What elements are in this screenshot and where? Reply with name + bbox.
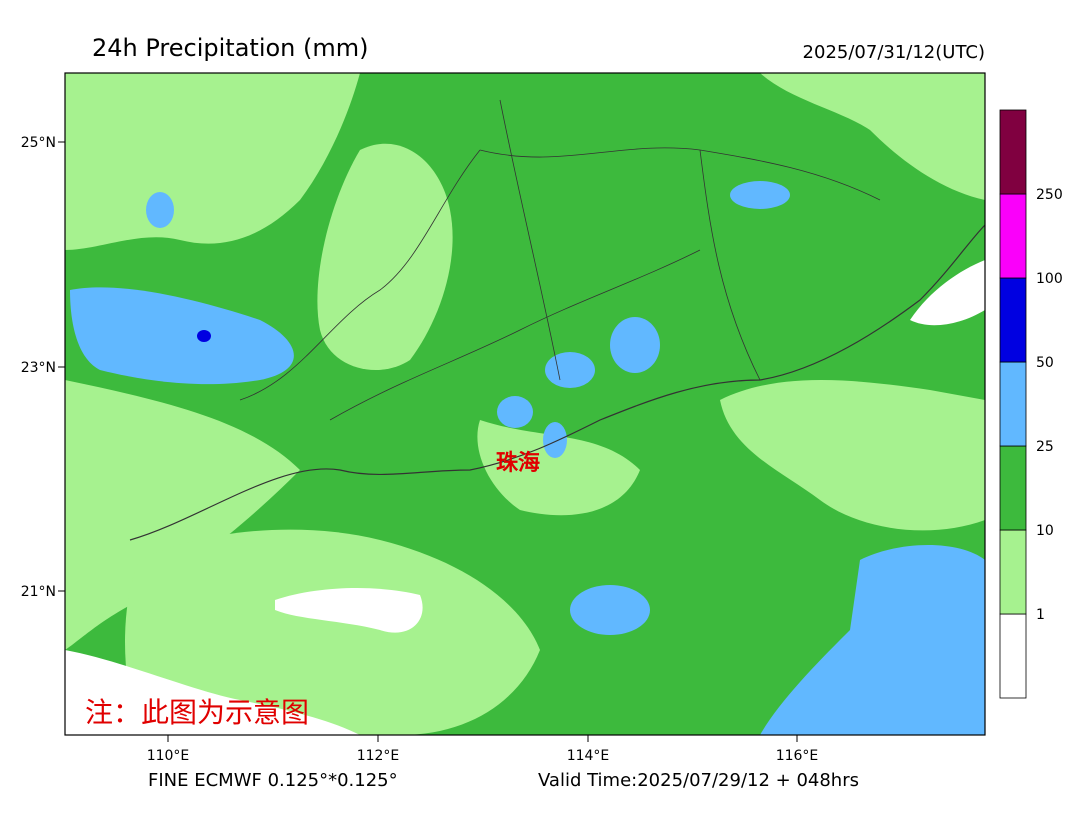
colorbar-segment — [999, 109, 1027, 195]
note: 注：此图为示意图 — [85, 696, 309, 729]
lon-label: 112°E — [357, 748, 400, 764]
colorbar-segment — [999, 613, 1027, 699]
rain-area — [610, 317, 660, 373]
rain-area — [730, 181, 790, 209]
colorbar-label: 10 — [1036, 523, 1054, 539]
rain-area — [543, 422, 567, 458]
map: 珠海 注：此图为示意图 — [65, 73, 985, 735]
rain-area — [65, 380, 300, 650]
colorbar-segment — [999, 445, 1027, 531]
rain-area — [70, 287, 294, 385]
colorbar-label: 25 — [1036, 439, 1054, 455]
rain-area — [545, 352, 595, 388]
rain-area — [570, 585, 650, 635]
rain-area — [760, 545, 985, 735]
rain-area — [197, 330, 211, 342]
dry-area — [910, 260, 985, 326]
colorbar-segment — [999, 361, 1027, 447]
colorbar-label: 100 — [1036, 271, 1063, 287]
city-label: 珠海 — [496, 450, 540, 476]
colorbar-segment — [999, 193, 1027, 279]
colorbar-segment — [999, 277, 1027, 363]
lon-label: 110°E — [147, 748, 190, 764]
coastline — [129, 224, 985, 541]
footer-valid: Valid Time:2025/07/29/12 + 048hrs — [538, 770, 859, 791]
rain-area — [146, 192, 174, 228]
map-frame — [64, 72, 986, 736]
dry-area — [275, 588, 423, 633]
rain-area — [65, 73, 360, 250]
rain-area — [477, 420, 640, 516]
boundary — [239, 99, 881, 421]
lon-label: 116°E — [776, 748, 819, 764]
dry-area — [65, 650, 360, 735]
lon-label: 114°E — [567, 748, 610, 764]
rain-area — [125, 529, 540, 735]
colorbar-label: 250 — [1036, 187, 1063, 203]
rain-area — [720, 380, 985, 531]
lat-label: 21°N — [21, 584, 56, 600]
rain-area — [317, 143, 453, 370]
colorbar-segment — [999, 529, 1027, 615]
title: 24h Precipitation (mm) — [92, 34, 369, 62]
rain-area — [760, 73, 985, 200]
footer-model: FINE ECMWF 0.125°*0.125° — [148, 770, 398, 791]
lat-label: 23°N — [21, 360, 56, 376]
colorbar-label: 1 — [1036, 607, 1045, 623]
lat-label: 25°N — [21, 135, 56, 151]
rain-area — [497, 396, 533, 428]
colorbar-label: 50 — [1036, 355, 1054, 371]
time: 2025/07/31/12(UTC) — [803, 42, 985, 63]
